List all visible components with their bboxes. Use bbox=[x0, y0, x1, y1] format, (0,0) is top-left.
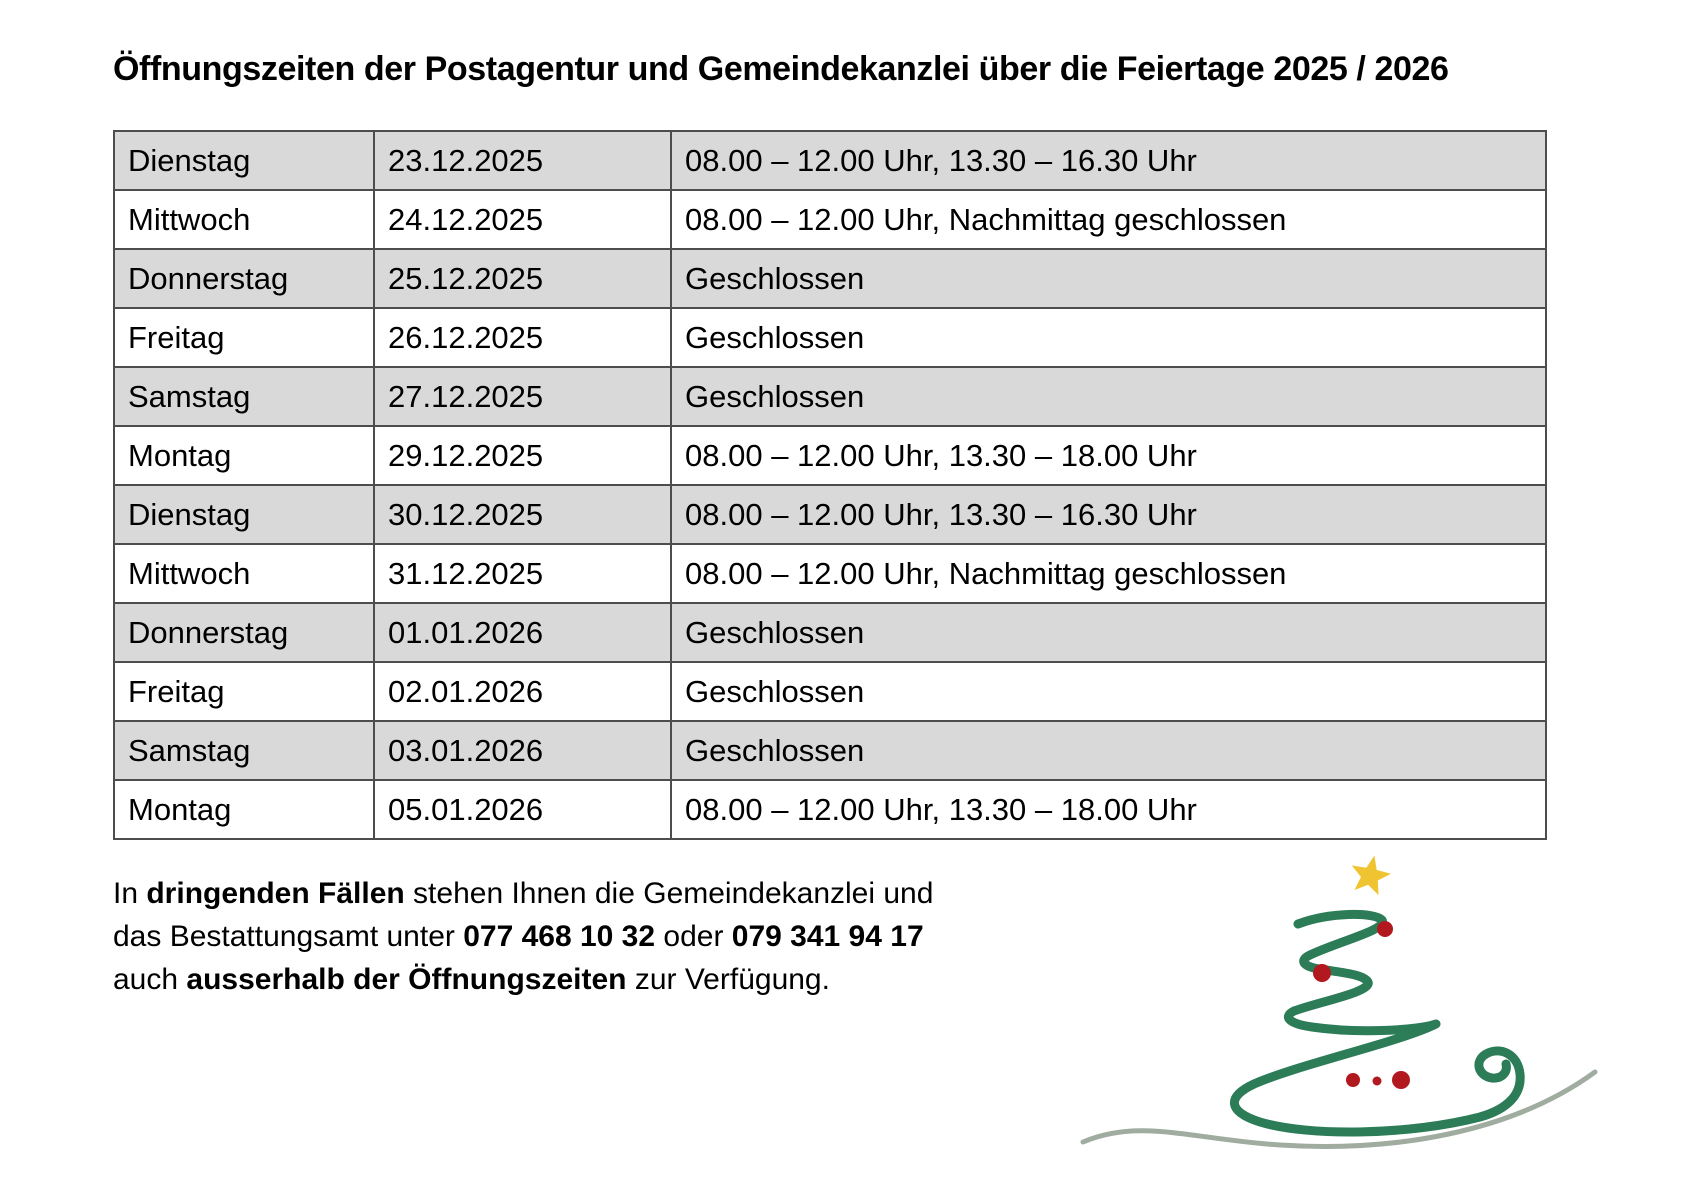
cell-day: Montag bbox=[113, 779, 375, 840]
christmas-tree-graphic bbox=[1080, 855, 1598, 1149]
cell-day: Mittwoch bbox=[113, 543, 375, 604]
note-text: In bbox=[113, 877, 147, 910]
bauble bbox=[1372, 1076, 1382, 1086]
table-row: Mittwoch 24.12.2025 08.00 – 12.00 Uhr, Nac… bbox=[113, 189, 1547, 250]
cell-hours: Geschlossen bbox=[670, 602, 1547, 663]
note-bold-text: dringenden Fällen bbox=[146, 877, 405, 910]
tree-ribbon bbox=[1229, 909, 1525, 1137]
star-icon bbox=[1351, 855, 1391, 896]
cell-day: Donnerstag bbox=[113, 602, 375, 663]
cell-day: Freitag bbox=[113, 307, 375, 368]
cell-day: Freitag bbox=[113, 661, 375, 722]
cell-hours: 08.00 – 12.00 Uhr, 13.30 – 18.00 Uhr bbox=[670, 425, 1547, 486]
cell-date: 24.12.2025 bbox=[373, 189, 672, 250]
cell-hours: Geschlossen bbox=[670, 661, 1547, 722]
cell-day: Samstag bbox=[113, 366, 375, 427]
bauble bbox=[1377, 921, 1393, 937]
cell-date: 02.01.2026 bbox=[373, 661, 672, 722]
note-bold-text: ausserhalb der Öffnungszeiten bbox=[186, 963, 627, 996]
cell-date: 26.12.2025 bbox=[373, 307, 672, 368]
cell-hours: 08.00 – 12.00 Uhr, Nachmittag geschlosse… bbox=[670, 543, 1547, 604]
bauble bbox=[1313, 964, 1331, 982]
cell-date: 31.12.2025 bbox=[373, 543, 672, 604]
cell-date: 30.12.2025 bbox=[373, 484, 672, 545]
bauble bbox=[1346, 1073, 1360, 1087]
cell-date: 05.01.2026 bbox=[373, 779, 672, 840]
table-row: Dienstag 23.12.2025 08.00 – 12.00 Uhr, 13.… bbox=[113, 130, 1547, 191]
note-text: oder bbox=[655, 920, 732, 953]
cell-day: Dienstag bbox=[113, 484, 375, 545]
cell-day: Dienstag bbox=[113, 130, 375, 191]
table-row: Mittwoch 31.12.2025 08.00 – 12.00 Uhr, Nac… bbox=[113, 543, 1547, 604]
note-line: auch ausserhalb der Öffnungszeiten zur V… bbox=[113, 958, 933, 1001]
cell-day: Donnerstag bbox=[113, 248, 375, 309]
cell-date: 29.12.2025 bbox=[373, 425, 672, 486]
cell-date: 03.01.2026 bbox=[373, 720, 672, 781]
cell-date: 27.12.2025 bbox=[373, 366, 672, 427]
opening-hours-table-body: Dienstag 23.12.2025 08.00 – 12.00 Uhr, 13.… bbox=[113, 130, 1547, 840]
table-row: Samstag 03.01.2026 Geschlossen bbox=[113, 720, 1547, 781]
table-row: Samstag 27.12.2025 Geschlossen bbox=[113, 366, 1547, 427]
cell-hours: 08.00 – 12.00 Uhr, 13.30 – 18.00 Uhr bbox=[670, 779, 1547, 840]
note-line: das Bestattungsamt unter 077 468 10 32 o… bbox=[113, 915, 933, 958]
bauble bbox=[1392, 1071, 1410, 1089]
note-bold-text: 079 341 94 17 bbox=[731, 920, 924, 953]
table-row: Donnerstag 01.01.2026 Geschlossen bbox=[113, 602, 1547, 663]
table-row: Dienstag 30.12.2025 08.00 – 12.00 Uhr, 13.… bbox=[113, 484, 1547, 545]
note-text: stehen Ihnen die Gemeindekanzlei und bbox=[404, 877, 934, 910]
table-row: Freitag 02.01.2026 Geschlossen bbox=[113, 661, 1547, 722]
opening-hours-table: Dienstag 23.12.2025 08.00 – 12.00 Uhr, 13.… bbox=[113, 130, 1547, 840]
cell-date: 01.01.2026 bbox=[373, 602, 672, 663]
note-text: auch bbox=[113, 963, 187, 996]
cell-hours: Geschlossen bbox=[670, 720, 1547, 781]
cell-date: 25.12.2025 bbox=[373, 248, 672, 309]
cell-hours: Geschlossen bbox=[670, 248, 1547, 309]
note-line: In dringenden Fällen stehen Ihnen die Ge… bbox=[113, 872, 933, 915]
note-bold-text: 077 468 10 32 bbox=[463, 920, 656, 953]
table-row: Montag 29.12.2025 08.00 – 12.00 Uhr, 13.30… bbox=[113, 425, 1547, 486]
note-text: zur Verfügung. bbox=[626, 963, 830, 996]
table-row: Donnerstag 25.12.2025 Geschlossen bbox=[113, 248, 1547, 309]
cell-day: Samstag bbox=[113, 720, 375, 781]
cell-hours: 08.00 – 12.00 Uhr, Nachmittag geschlosse… bbox=[670, 189, 1547, 250]
cell-day: Montag bbox=[113, 425, 375, 486]
emergency-note: In dringenden Fällen stehen Ihnen die Ge… bbox=[113, 872, 933, 1001]
cell-hours: Geschlossen bbox=[670, 307, 1547, 368]
cell-day: Mittwoch bbox=[113, 189, 375, 250]
cell-hours: 08.00 – 12.00 Uhr, 13.30 – 16.30 Uhr bbox=[670, 130, 1547, 191]
cell-date: 23.12.2025 bbox=[373, 130, 672, 191]
cell-hours: 08.00 – 12.00 Uhr, 13.30 – 16.30 Uhr bbox=[670, 484, 1547, 545]
ground-swoosh bbox=[1080, 1069, 1598, 1149]
page-title: Öffnungszeiten der Postagentur und Gemei… bbox=[113, 50, 1449, 88]
note-text: das Bestattungsamt unter bbox=[113, 920, 464, 953]
table-row: Freitag 26.12.2025 Geschlossen bbox=[113, 307, 1547, 368]
cell-hours: Geschlossen bbox=[670, 366, 1547, 427]
table-row: Montag 05.01.2026 08.00 – 12.00 Uhr, 13.30… bbox=[113, 779, 1547, 840]
